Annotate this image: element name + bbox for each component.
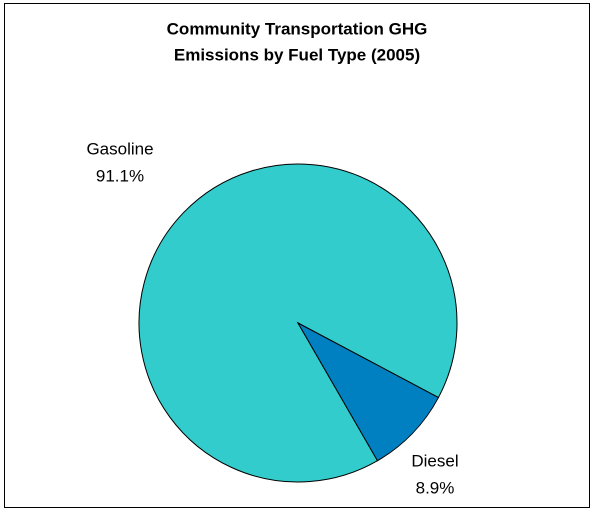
slice-value-label: 8.9% [416,478,455,497]
slice-value-label: 91.1% [96,166,144,185]
chart-title: Community Transportation GHG [167,19,428,38]
pie-slice [296,321,440,462]
slice-label: Diesel [411,451,458,470]
slice-label: Gasoline [86,139,153,158]
chart-title: Emissions by Fuel Type (2005) [174,45,420,64]
